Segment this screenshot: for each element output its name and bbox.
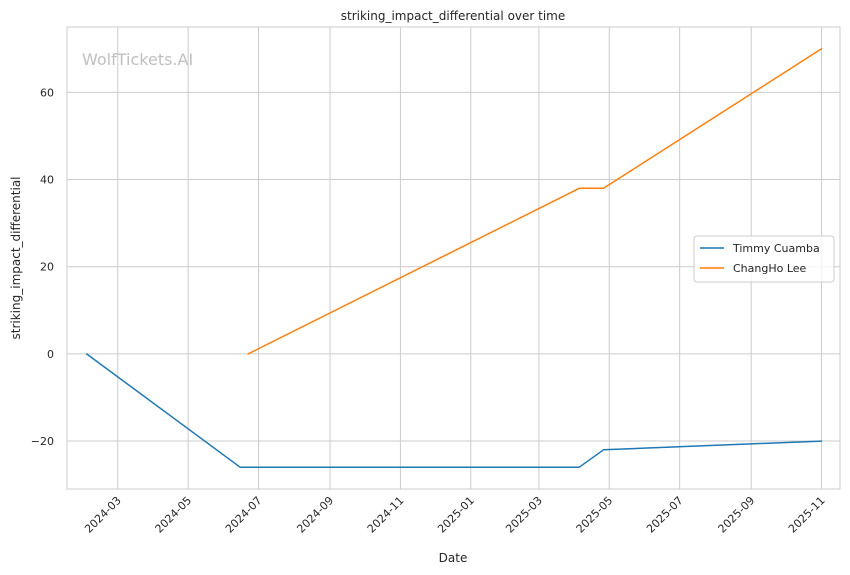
legend-label-changho-lee: ChangHo Lee	[733, 262, 807, 275]
y-axis-ticks: −20 0 20 40 60	[31, 86, 54, 448]
y-tick-label: 60	[40, 86, 54, 99]
legend: Timmy Cuamba ChangHo Lee	[693, 235, 835, 283]
y-axis-title: striking_impact_differential	[9, 176, 23, 339]
legend-label-timmy-cuamba: Timmy Cuamba	[732, 242, 820, 255]
y-tick-label: 40	[40, 174, 54, 187]
legend-box	[693, 235, 835, 283]
watermark: WolfTickets.AI	[82, 50, 193, 69]
plot-frame	[66, 26, 841, 490]
series-line-changho-lee	[247, 48, 823, 355]
y-tick-label: −20	[31, 435, 54, 448]
chart-title: striking_impact_differential over time	[341, 9, 566, 23]
y-tick-label: 20	[40, 261, 54, 274]
series-lines	[85, 48, 823, 468]
x-axis-title: Date	[439, 551, 468, 565]
y-tick-label: 0	[47, 348, 54, 361]
